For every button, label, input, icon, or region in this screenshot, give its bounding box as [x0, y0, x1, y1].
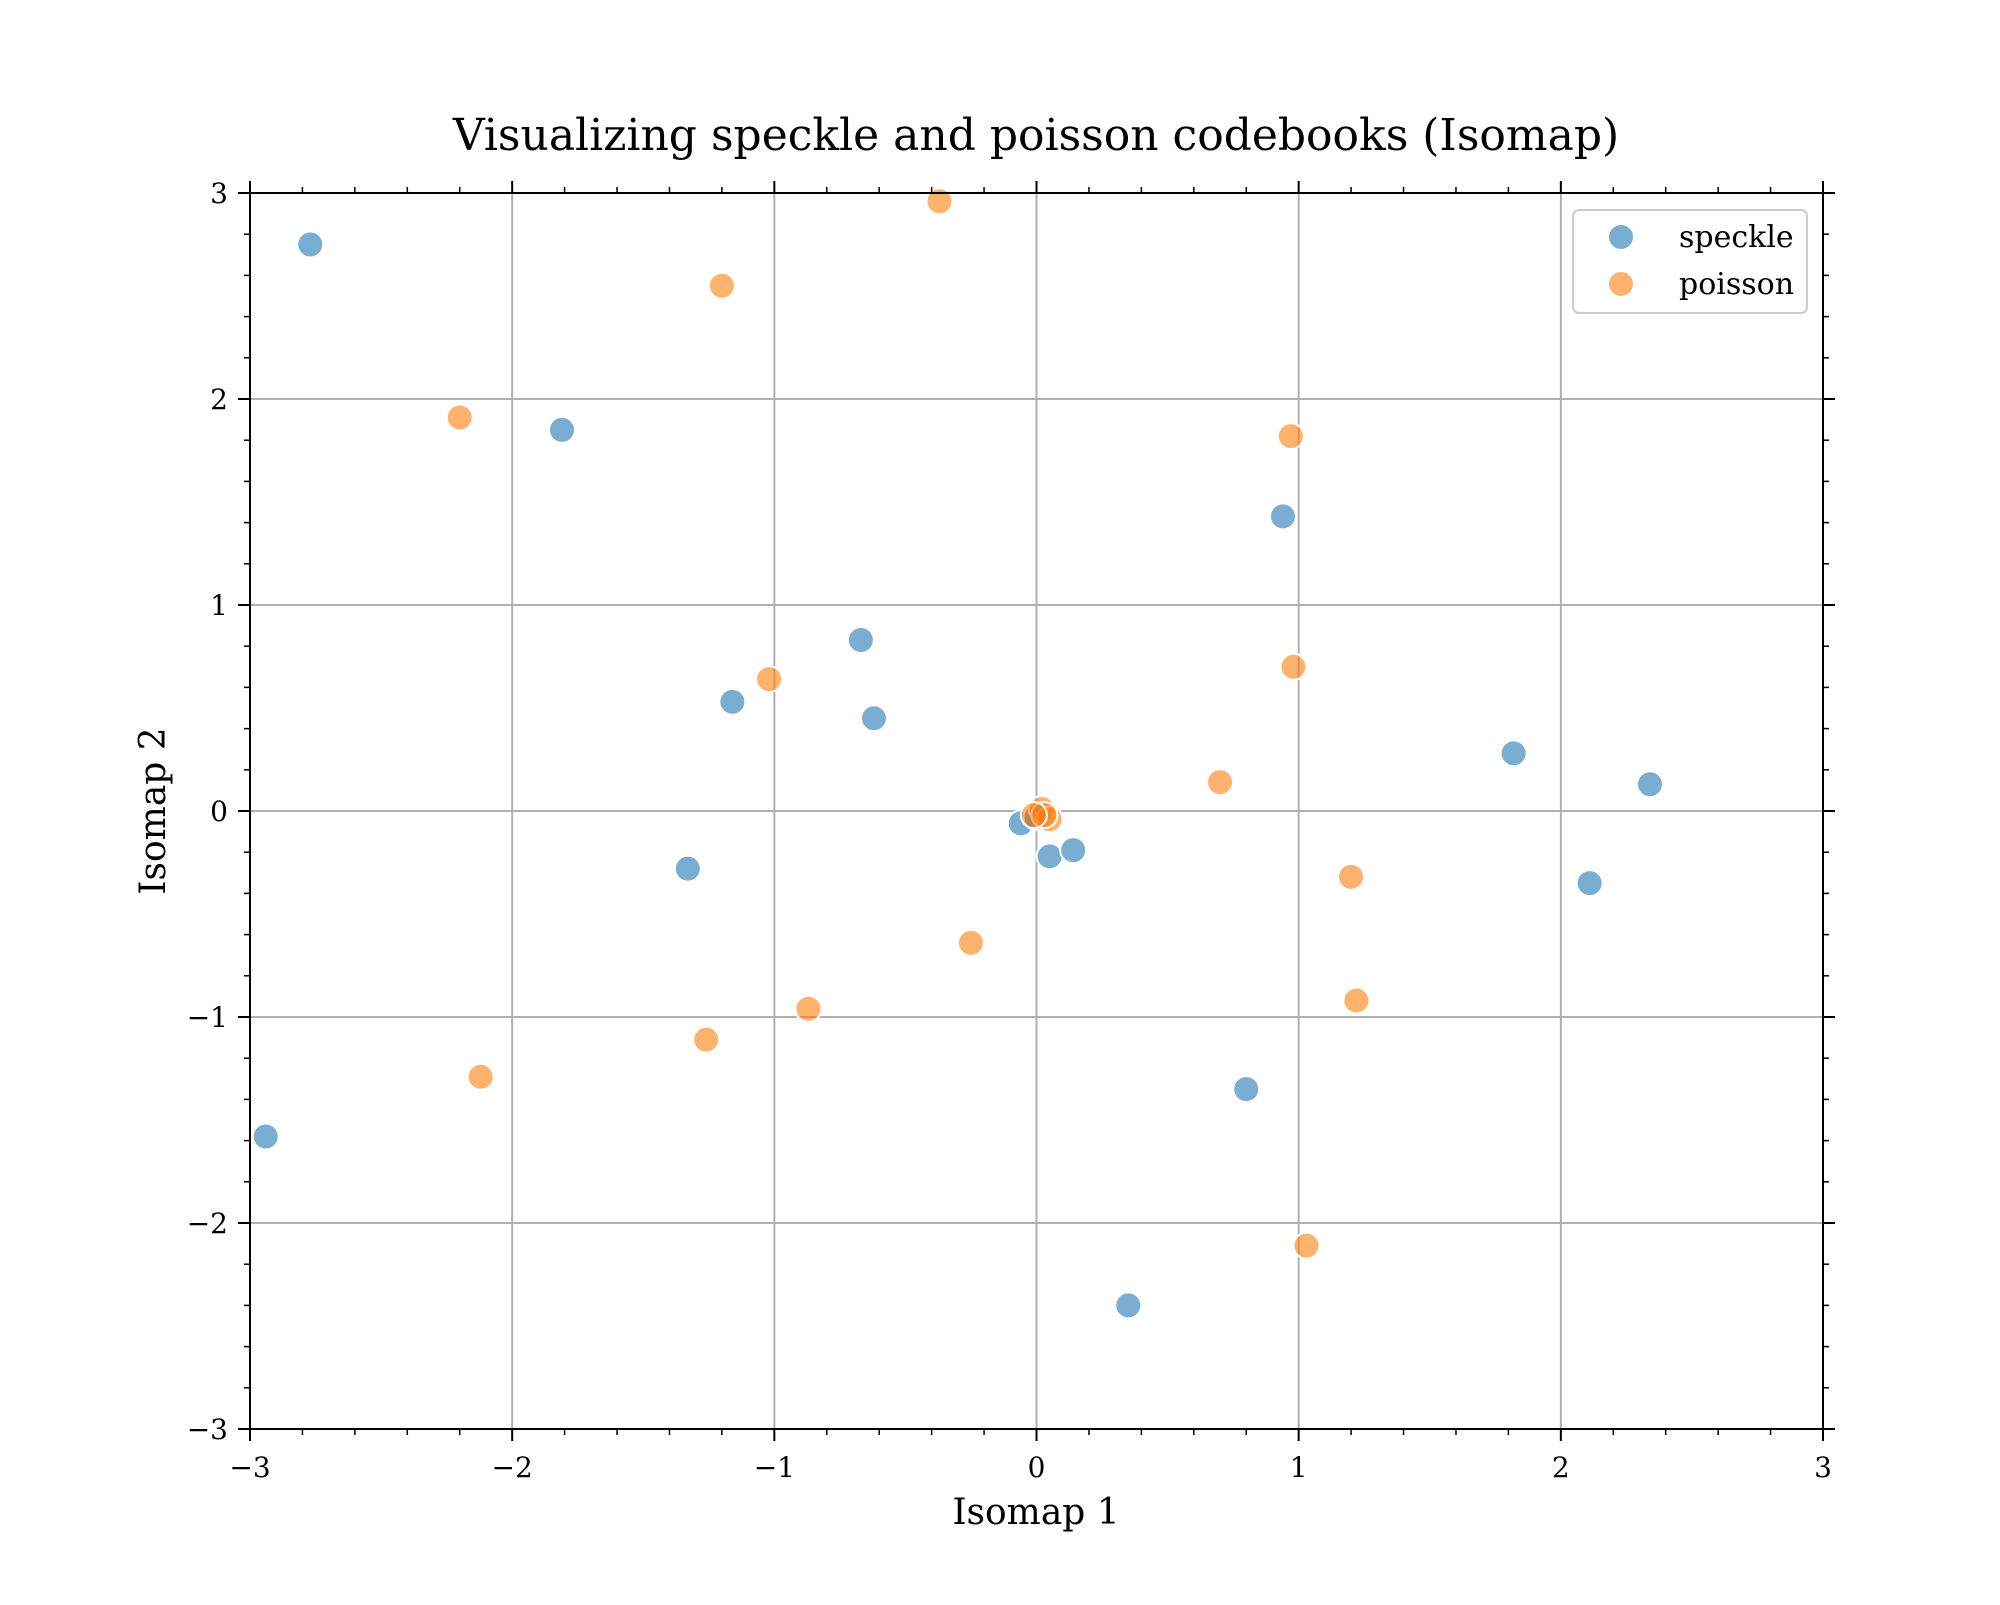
y-tick-label: 2	[210, 383, 228, 416]
data-point-poisson	[1279, 652, 1308, 681]
x-tick-label: −1	[754, 1451, 795, 1484]
y-axis-label: Isomap 2	[133, 727, 174, 894]
legend-marker-poisson	[1607, 270, 1635, 298]
data-point-speckle	[1268, 502, 1297, 531]
data-point-speckle	[1635, 770, 1664, 799]
y-tick-label: 3	[210, 177, 228, 210]
legend: speckle poisson	[1572, 209, 1808, 314]
x-tick-label: −3	[229, 1451, 270, 1484]
data-point-speckle	[846, 626, 875, 655]
data-point-poisson	[925, 187, 954, 216]
legend-label-poisson: poisson	[1679, 267, 1794, 302]
legend-label-speckle: speckle	[1679, 220, 1794, 255]
data-point-speckle	[251, 1122, 280, 1151]
data-point-speckle	[1035, 842, 1064, 871]
data-points	[251, 187, 1664, 1320]
data-point-poisson	[1337, 862, 1366, 891]
data-point-poisson	[755, 665, 784, 694]
data-point-poisson	[1206, 768, 1235, 797]
data-point-speckle	[1499, 739, 1528, 768]
data-point-speckle	[718, 687, 747, 716]
y-tick-label: −3	[187, 1413, 228, 1446]
data-point-speckle	[1232, 1075, 1261, 1104]
x-tick-label: 3	[1814, 1451, 1832, 1484]
y-tick-label: 0	[210, 795, 228, 828]
legend-marker-speckle	[1607, 223, 1635, 251]
data-point-speckle	[1059, 836, 1088, 865]
y-tick-label: 1	[210, 589, 228, 622]
data-point-speckle	[1114, 1291, 1143, 1320]
data-point-poisson	[1292, 1231, 1321, 1260]
x-tick-label: −2	[492, 1451, 533, 1484]
data-point-speckle	[296, 230, 325, 259]
data-point-speckle	[673, 854, 702, 883]
data-point-poisson	[466, 1062, 495, 1091]
axis-ticks: −3 −2 −1 0 1 2 3 −3 −2 −1 0 1 2 3	[187, 177, 1835, 1484]
x-axis-label: Isomap 1	[952, 1492, 1119, 1533]
data-point-poisson	[445, 403, 474, 432]
x-tick-label: 0	[1028, 1451, 1046, 1484]
data-point-speckle	[859, 704, 888, 733]
data-point-speckle	[547, 415, 576, 444]
data-point-poisson	[794, 994, 823, 1023]
chart-title: Visualizing speckle and poisson codebook…	[452, 110, 1619, 161]
y-tick-label: −2	[187, 1207, 228, 1240]
y-tick-label: −1	[187, 1001, 228, 1034]
data-point-poisson	[956, 928, 985, 957]
data-point-poisson	[692, 1025, 721, 1054]
x-tick-label: 2	[1552, 1451, 1570, 1484]
x-tick-label: 1	[1290, 1451, 1308, 1484]
data-point-poisson	[1019, 801, 1048, 830]
data-point-speckle	[1575, 869, 1604, 898]
data-point-poisson	[707, 271, 736, 300]
data-point-poisson	[1276, 422, 1305, 451]
data-point-poisson	[1342, 986, 1371, 1015]
